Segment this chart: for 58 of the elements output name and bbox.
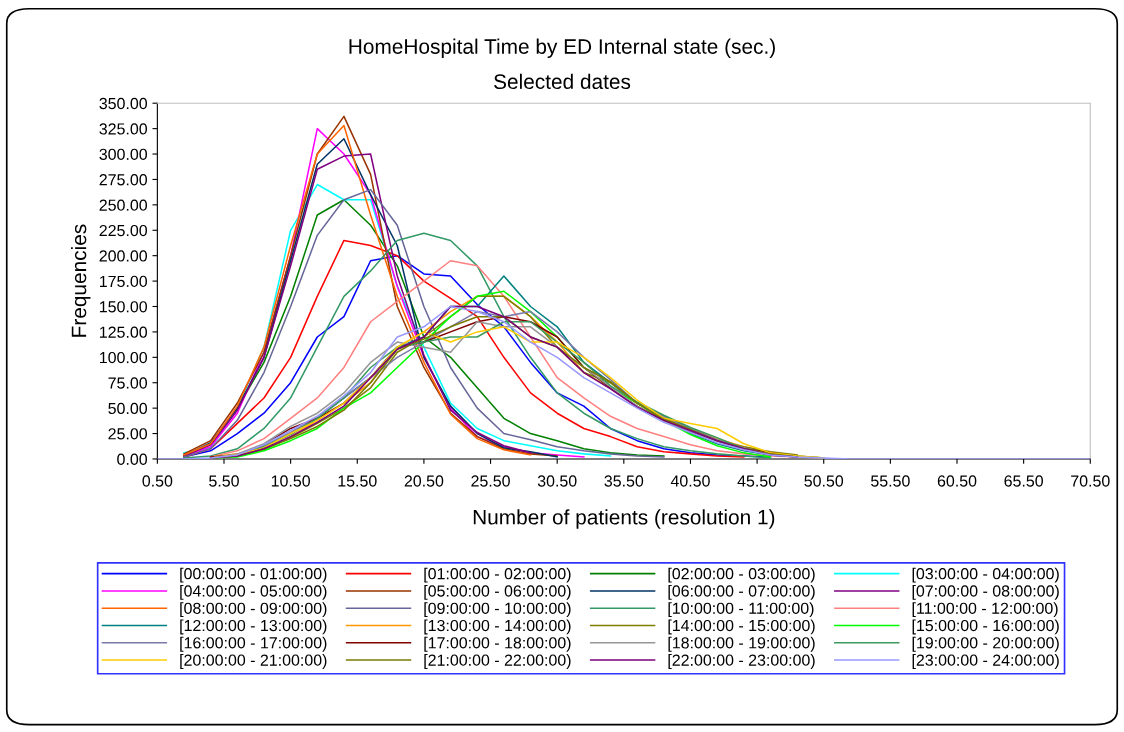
x-tick-label: 35.50 [604,475,644,487]
x-tick-label: 5.50 [209,475,239,487]
y-tick-label: 275.00 [99,174,148,186]
x-tick-label: 50.50 [804,475,844,487]
legend-label: [11:00:00 - 12:00:00) [912,602,1058,618]
x-tick-label: 70.50 [1071,475,1110,487]
legend-label: [04:00:00 - 05:00:00) [180,584,327,600]
x-tick-label: 55.50 [871,475,910,487]
legend-label: [12:00:00 - 13:00:00) [180,619,327,635]
legend-label: [15:00:00 - 16:00:00) [912,619,1059,635]
x-tick-label: 20.50 [404,475,444,487]
x-tick-label: 60.50 [937,475,977,487]
y-tick-label: 175.00 [100,275,148,288]
x-tick-label: 65.50 [1004,475,1043,487]
x-tick-label: 45.50 [737,475,777,487]
legend-label: [18:00:00 - 19:00:00) [668,636,815,652]
legend-label: [14:00:00 - 15:00:00) [668,619,815,635]
y-tick-label: 300.00 [99,148,148,160]
chart-subtitle: Selected dates [494,73,631,90]
y-tick-label: 125.00 [100,326,148,338]
chart-title: HomeHospital Time by ED Internal state (sec.) [349,38,775,59]
y-tick-label: 325.00 [99,123,148,135]
legend-label: [17:00:00 - 18:00:00) [424,636,571,652]
legend-label: [03:00:00 - 04:00:00) [912,567,1059,583]
legend-label: [10:00:00 - 11:00:00) [668,602,814,618]
y-tick-label: 250.00 [99,199,148,211]
y-tick-label: 150.00 [100,301,148,313]
x-tick-label: 10.50 [271,475,310,487]
legend-label: [06:00:00 - 07:00:00) [668,584,815,600]
legend-label: [16:00:00 - 17:00:00) [180,636,327,652]
legend-label: [13:00:00 - 14:00:00) [424,619,571,635]
legend-label: [20:00:00 - 21:00:00) [180,654,327,669]
legend-label: [05:00:00 - 06:00:00) [424,584,571,600]
y-tick-label: 0.00 [117,453,148,465]
y-tick-label: 75.00 [108,377,148,389]
legend-label: [07:00:00 - 08:00:00) [912,584,1059,600]
x-axis-title: Number of patients (resolution 1) [473,509,775,529]
y-tick-label: 50.00 [108,402,148,415]
legend-label: [09:00:00 - 10:00:00) [424,602,571,618]
x-tick-label: 15.50 [338,475,377,487]
legend-label: [08:00:00 - 09:00:00) [180,602,327,618]
y-axis-title: Frequencies [71,224,91,337]
legend-label: [22:00:00 - 23:00:00) [668,654,815,669]
legend-label: [23:00:00 - 24:00:00) [912,654,1059,669]
x-tick-label: 40.50 [670,475,710,487]
x-tick-label: 30.50 [537,475,577,487]
x-tick-label: 0.50 [142,475,173,487]
y-tick-label: 350.00 [99,97,148,110]
legend-label: [00:00:00 - 01:00:00) [180,567,327,583]
y-tick-label: 100.00 [100,351,148,364]
legend-label: [01:00:00 - 02:00:00) [424,567,571,583]
legend-label: [02:00:00 - 03:00:00) [668,567,815,583]
legend-label: [21:00:00 - 22:00:00) [424,654,571,669]
x-tick-label: 25.50 [471,475,510,487]
y-tick-label: 25.00 [108,428,148,440]
legend-label: [19:00:00 - 20:00:00) [912,636,1059,652]
y-tick-label: 200.00 [99,250,148,262]
y-tick-label: 225.00 [99,224,148,237]
